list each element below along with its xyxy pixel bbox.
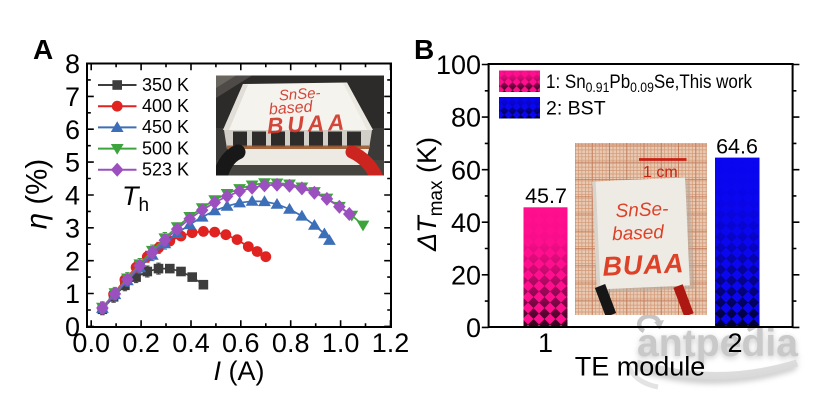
svg-text:7: 7 xyxy=(65,82,80,112)
svg-text:based: based xyxy=(612,222,666,245)
svg-text:6: 6 xyxy=(65,115,80,145)
svg-text:450 K: 450 K xyxy=(142,117,189,137)
svg-text:1 cm: 1 cm xyxy=(643,164,678,181)
svg-text:5: 5 xyxy=(65,148,80,178)
svg-text:1.0: 1.0 xyxy=(322,328,360,358)
svg-text:1: 1 xyxy=(538,328,553,358)
svg-text:350 K: 350 K xyxy=(142,75,189,95)
svg-text:0.0: 0.0 xyxy=(72,328,110,358)
svg-text:400 K: 400 K xyxy=(142,96,189,116)
svg-text:η (%): η (%) xyxy=(21,159,54,229)
svg-text:0.2: 0.2 xyxy=(122,328,160,358)
svg-text:100: 100 xyxy=(436,50,481,80)
svg-text:45.7: 45.7 xyxy=(525,184,567,208)
svg-text:1: 1 xyxy=(65,279,80,309)
svg-text:80: 80 xyxy=(451,103,481,133)
svg-text:based: based xyxy=(268,98,314,118)
svg-text:500 K: 500 K xyxy=(142,138,189,158)
svg-text:0: 0 xyxy=(466,313,481,343)
svg-text:I (A): I (A) xyxy=(213,356,264,386)
svg-text:A: A xyxy=(33,34,53,65)
svg-text:3: 3 xyxy=(65,213,80,243)
svg-text:SnSe-: SnSe- xyxy=(615,199,669,222)
svg-text:64.6: 64.6 xyxy=(716,134,758,158)
svg-text:ΔTmax (K): ΔTmax (K) xyxy=(412,137,447,252)
svg-text:4: 4 xyxy=(65,181,80,211)
svg-text:0.6: 0.6 xyxy=(222,328,260,358)
svg-text:60: 60 xyxy=(451,155,481,185)
svg-text:B: B xyxy=(414,34,434,65)
svg-text:BUAA: BUAA xyxy=(267,109,349,138)
svg-text:antpedia: antpedia xyxy=(637,324,798,367)
svg-text:2: 2 xyxy=(727,328,742,358)
svg-text:0: 0 xyxy=(65,312,80,342)
svg-text:BUAA: BUAA xyxy=(602,248,685,282)
svg-text:TE module: TE module xyxy=(575,352,706,382)
svg-text:20: 20 xyxy=(451,260,481,290)
svg-text:40: 40 xyxy=(451,208,481,238)
svg-text:523 K: 523 K xyxy=(142,160,189,180)
svg-text:0.8: 0.8 xyxy=(272,328,310,358)
svg-text:8: 8 xyxy=(65,49,80,79)
svg-text:2: 2 xyxy=(65,246,80,276)
svg-text:1.2: 1.2 xyxy=(372,328,410,358)
svg-text:0.4: 0.4 xyxy=(172,328,210,358)
svg-text:2: BST: 2: BST xyxy=(546,98,606,120)
svg-text:SnSe-: SnSe- xyxy=(278,85,321,105)
svg-text:antpedia: antpedia xyxy=(637,322,798,365)
